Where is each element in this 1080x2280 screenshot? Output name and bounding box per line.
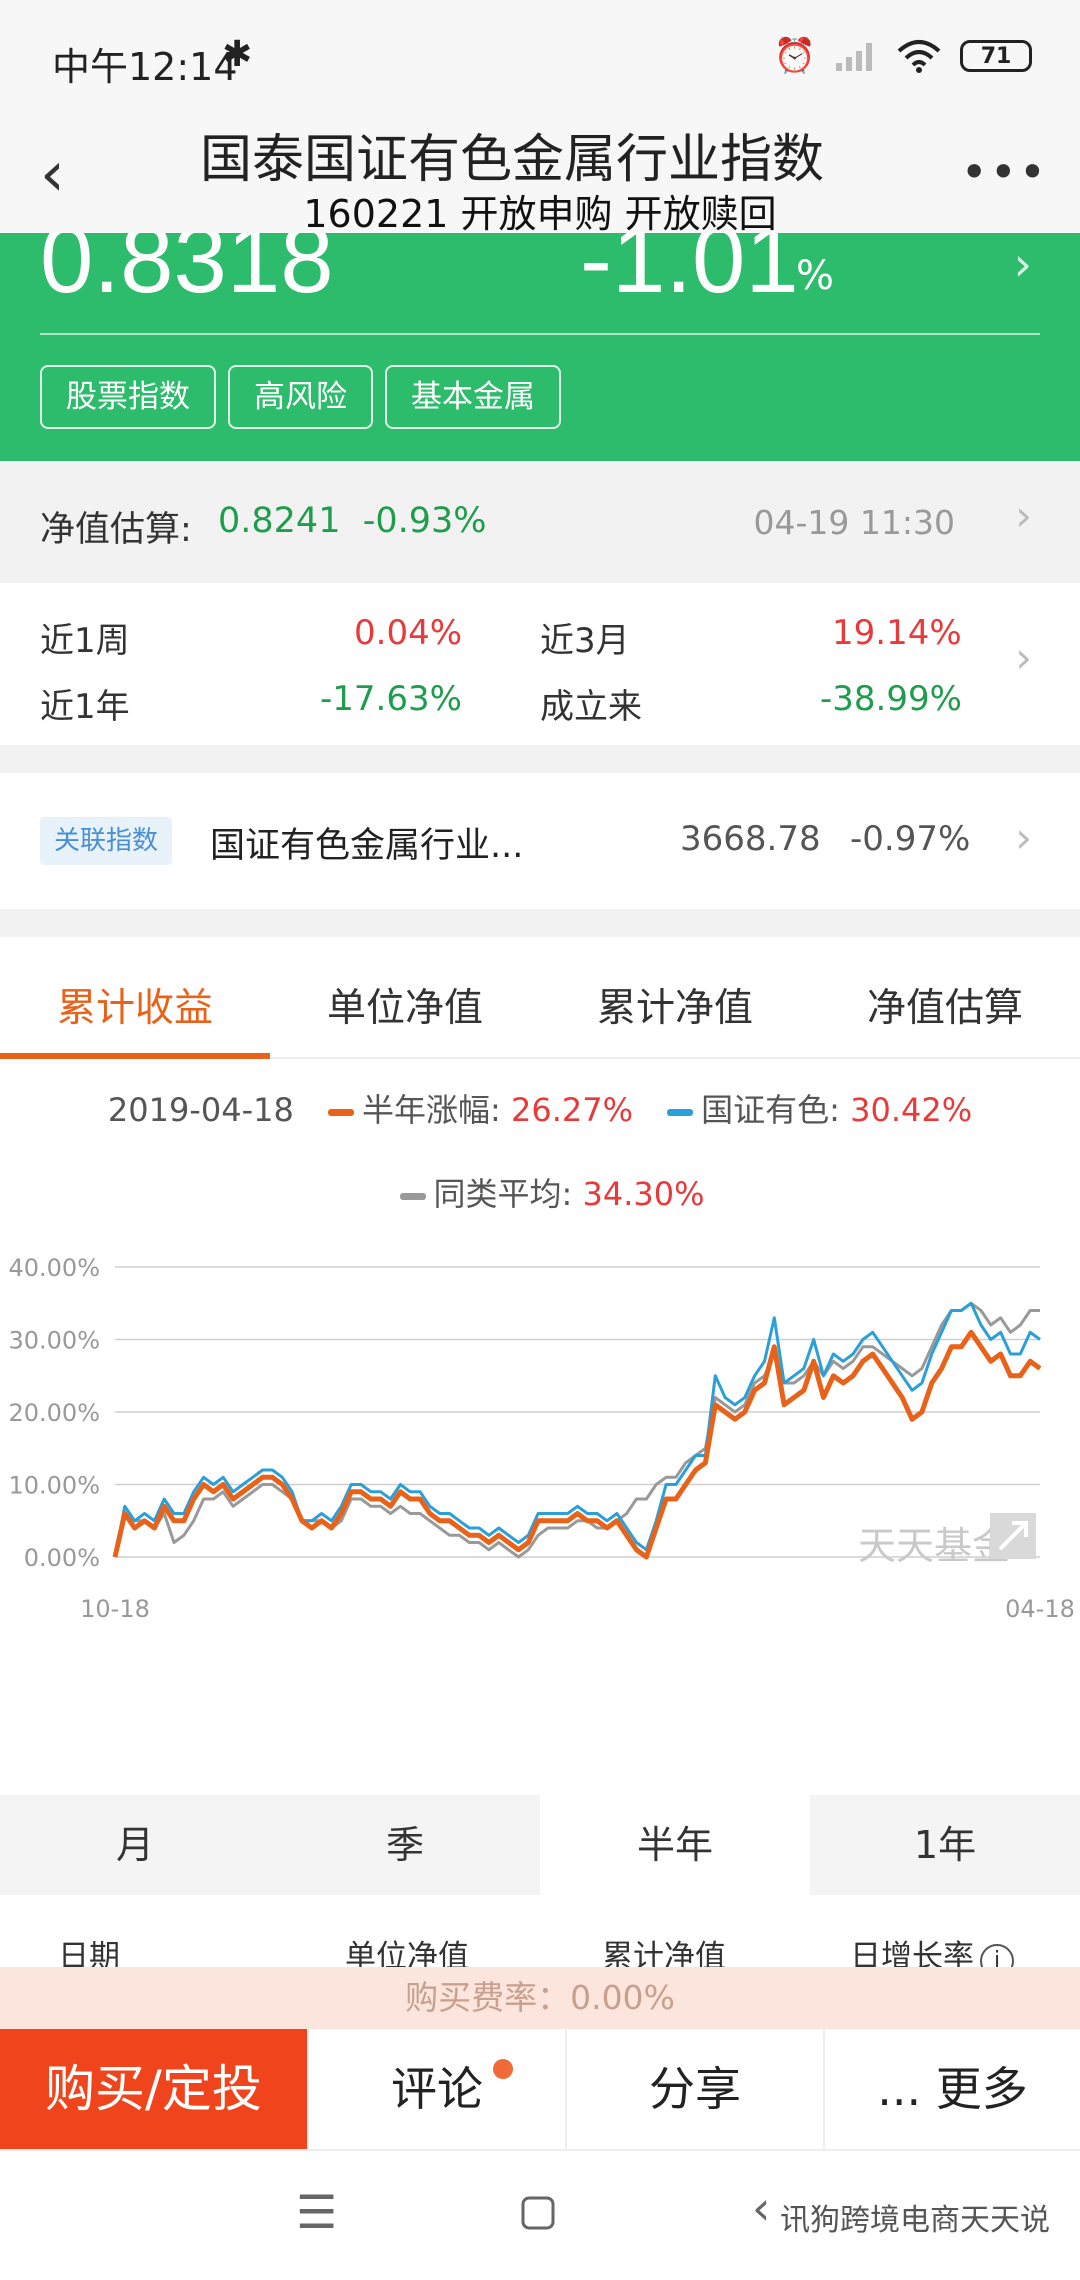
x-tick-label: 10-18	[80, 1595, 150, 1623]
period-month[interactable]: 月	[115, 1823, 154, 1867]
back-button[interactable]: ‹	[40, 139, 90, 209]
comment-label: 评论	[391, 2062, 483, 2116]
chevron-right-icon: ›	[1015, 633, 1032, 682]
chevron-right-icon: ›	[1015, 491, 1032, 540]
y-tick-label: 30.00%	[8, 1327, 100, 1355]
period-half-year[interactable]: 半年	[540, 1795, 810, 1895]
more-button[interactable]: •••	[961, 145, 1048, 199]
menu-icon[interactable]: ☰	[296, 2185, 338, 2239]
legend-name: 国证有色:	[701, 1091, 840, 1129]
return-label: 近1年	[40, 687, 130, 727]
page-subtitle: 160221 开放申购 开放赎回	[303, 192, 777, 236]
share-button[interactable]: 分享	[565, 2029, 823, 2149]
tag-base-metal[interactable]: 基本金属	[385, 365, 561, 429]
page-title: 国泰国证有色金属行业指数	[200, 130, 825, 190]
home-square-icon[interactable]	[520, 2195, 556, 2231]
related-index-value: 3668.78	[680, 819, 821, 859]
related-index-change: -0.97%	[850, 819, 971, 859]
x-tick-label: 04-18	[1005, 1595, 1075, 1623]
return-line-chart[interactable]: 40.00% 30.00% 20.00% 10.00% 0.00% 10-18 04-18 天…	[0, 1247, 1080, 1717]
chevron-left-icon: ‹	[40, 137, 65, 210]
tag-stock-index[interactable]: 股票指数	[40, 365, 216, 429]
chart-section: 累计收益 单位净值 累计净值 净值估算 2019-04-18 半年涨幅: 26.…	[0, 937, 1080, 1795]
related-index-badge: 关联指数	[40, 817, 173, 865]
legend-date: 2019-04-18	[107, 1091, 294, 1129]
chevron-right-icon: ›	[1015, 813, 1032, 862]
related-index-name: 国证有色金属行业...	[210, 826, 524, 866]
chart-tabs: 累计收益 单位净值 累计净值 净值估算	[0, 937, 1080, 1059]
return-value: 0.04%	[354, 613, 463, 653]
tab-cumulative-nav[interactable]: 累计净值	[596, 986, 753, 1031]
return-value: 19.14%	[832, 613, 962, 653]
nav-table-header: 日期 单位净值 累计净值 日增长率 i	[0, 1895, 1080, 1978]
estimate-time: 04-19 11:30	[753, 503, 955, 542]
notification-dot	[493, 2059, 513, 2079]
legend-value: 34.30%	[582, 1175, 705, 1213]
legend-swatch	[667, 1108, 694, 1116]
estimate-value: 0.8241 -0.93%	[218, 501, 487, 541]
status-time: 中午12:14	[52, 45, 238, 89]
legend-value: 26.27%	[510, 1091, 633, 1129]
header: ‹ 国泰国证有色金属行业指数 160221 开放申购 开放赎回 •••	[0, 115, 1080, 236]
comment-button[interactable]: 评论	[307, 2029, 565, 2149]
series-line-peer-average	[113, 1301, 1040, 1559]
expand-icon[interactable]	[990, 1513, 1036, 1559]
return-value: -17.63%	[320, 679, 462, 719]
bottom-action-bar: 购买/定投 评论 分享 ... 更多	[0, 2029, 1080, 2149]
return-label: 近3月	[540, 621, 630, 661]
legend-value: 30.42%	[850, 1091, 973, 1129]
nav-value: 0.8318	[40, 233, 334, 313]
legend-name: 同类平均:	[433, 1175, 573, 1213]
period-year[interactable]: 1年	[913, 1823, 977, 1867]
chevron-right-icon: ›	[1013, 237, 1032, 291]
system-nav-bar: ☰ ‹ 讯狗跨境电商天天说	[0, 2149, 1080, 2280]
watermark-text: 讯狗跨境电商天天说	[780, 2203, 1050, 2238]
related-index-row[interactable]: 关联指数 国证有色金属行业... 3668.78 -0.97% ›	[0, 773, 1080, 909]
returns-grid[interactable]: 近1周 0.04% 近3月 19.14% 近1年 -17.63% 成立来 -38…	[0, 583, 1080, 745]
y-tick-label: 10.00%	[8, 1472, 100, 1500]
alarm-icon: ⏰	[773, 36, 816, 76]
fund-tags: 股票指数 高风险 基本金属	[40, 365, 561, 429]
y-tick-label: 40.00%	[8, 1254, 100, 1282]
return-label: 成立来	[540, 687, 642, 727]
bluetooth-icon: ✱	[222, 34, 253, 75]
series-line-index-return	[113, 1301, 1041, 1558]
more-dots-icon: •••	[960, 145, 1048, 199]
chart-watermark: 天天基金	[858, 1524, 1010, 1568]
legend-swatch	[399, 1192, 426, 1200]
period-tabs: 月 季 半年 1年	[0, 1795, 1080, 1895]
buy-button[interactable]: 购买/定投	[0, 2029, 307, 2149]
legend-swatch	[328, 1108, 354, 1116]
active-tab-indicator	[0, 1053, 270, 1059]
purchase-fee-bar: 购买费率：0.00%	[0, 1967, 1080, 2029]
tab-nav-estimate[interactable]: 净值估算	[866, 986, 1023, 1031]
tab-unit-nav[interactable]: 单位净值	[326, 986, 483, 1031]
status-bar: 中午12:14 ✱ ⏰ 71	[0, 0, 1080, 115]
y-tick-label: 20.00%	[8, 1399, 100, 1427]
chart-legend: 2019-04-18 半年涨幅: 26.27% 国证有色: 30.42%	[0, 1085, 1080, 1131]
chart-legend-row2: 同类平均: 34.30%	[0, 1169, 1080, 1215]
y-tick-label: 0.00%	[24, 1544, 100, 1572]
back-icon[interactable]: ‹	[752, 2181, 771, 2235]
wifi-icon	[897, 40, 941, 73]
nav-change: -1.01	[580, 233, 799, 313]
estimate-label: 净值估算:	[40, 510, 192, 550]
return-value: -38.99%	[820, 679, 962, 719]
signal-icon	[836, 43, 872, 71]
series-line-fund-return	[112, 1329, 1042, 1560]
nav-estimate-row[interactable]: 净值估算: 0.8241 -0.93% 04-19 11:30 ›	[0, 461, 1080, 583]
tab-cumulative-return[interactable]: 累计收益	[56, 986, 213, 1031]
status-icons: ⏰ 71	[774, 36, 1032, 76]
more-actions-button[interactable]: ... 更多	[823, 2029, 1080, 2149]
return-label: 近1周	[40, 621, 130, 661]
nav-summary-card[interactable]: 0.8318 -1.01 % › 股票指数 高风险 基本金属	[0, 233, 1080, 461]
nav-change-unit: %	[796, 253, 835, 299]
divider	[40, 333, 1040, 335]
period-quarter[interactable]: 季	[385, 1823, 424, 1867]
tag-high-risk[interactable]: 高风险	[228, 365, 373, 429]
legend-name: 半年涨幅:	[362, 1091, 501, 1129]
battery-icon: 71	[960, 40, 1032, 72]
